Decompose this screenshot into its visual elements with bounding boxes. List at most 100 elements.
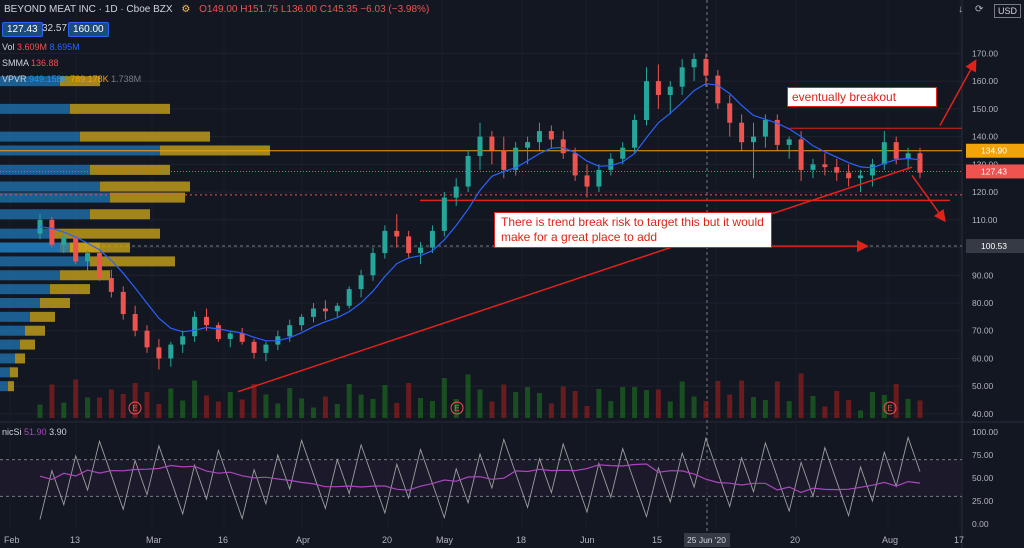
candle-down — [798, 139, 804, 170]
volume-bar — [703, 401, 709, 418]
vpvr-bar-up — [0, 242, 70, 253]
candle-up — [263, 344, 269, 353]
candle-up — [679, 67, 685, 87]
rsi-tick-label: 25.00 — [972, 496, 994, 506]
volume-bar — [275, 403, 281, 418]
candle-down — [156, 347, 162, 359]
volume-bar — [299, 398, 305, 418]
volume-bar — [632, 387, 638, 418]
volume-bar — [715, 381, 721, 418]
volume-bar — [858, 410, 864, 418]
smma-indicator-label[interactable]: SMMA 136.88 — [2, 58, 59, 68]
candle-down — [846, 172, 852, 179]
volume-bar — [144, 392, 150, 418]
candle-down — [120, 291, 126, 315]
candle-up — [691, 58, 697, 68]
candle-up — [180, 336, 186, 345]
earnings-marker-label: E — [132, 404, 137, 413]
volume-bar — [869, 392, 875, 418]
vpvr-bar-down — [60, 270, 110, 281]
volume-bar — [49, 384, 55, 418]
vpvr-bar-down — [90, 256, 175, 267]
candle-up — [299, 316, 305, 326]
vpvr-bar-down — [25, 325, 45, 336]
crosshair-date-label: 25 Jun '20 — [687, 535, 726, 545]
vpvr-bar-up — [0, 381, 8, 392]
candle-up — [513, 147, 519, 170]
price-tick-label: 170.00 — [972, 48, 998, 58]
time-axis[interactable]: Feb13Mar16Apr20May18Jun15Jul20Aug1725 Ju… — [4, 533, 964, 547]
smma-line — [39, 82, 921, 342]
candle-down — [394, 230, 400, 237]
arrow-down-icon[interactable]: ↓ — [958, 4, 963, 15]
earnings-marker — [128, 401, 142, 415]
price-axis[interactable]: 170.00 160.00 150.00 140.00 130.00 120.00 110.… — [966, 48, 1024, 529]
time-tick-label: May — [436, 535, 454, 545]
volume-bar — [441, 378, 447, 418]
candle-up — [858, 175, 864, 179]
vpvr-bar-down — [50, 284, 90, 295]
volume-bar — [96, 397, 102, 418]
candle-up — [881, 142, 887, 165]
stoch-line — [39, 435, 921, 521]
uptrend-line — [237, 166, 913, 393]
candle-up — [453, 186, 459, 198]
candle-up — [465, 156, 471, 187]
volume-bar — [358, 394, 364, 418]
volume-bar — [560, 386, 566, 418]
vpvr-bar-down — [8, 381, 14, 392]
candle-down — [96, 253, 102, 279]
trendlines — [237, 59, 977, 393]
candle-down — [49, 219, 55, 245]
refresh-icon[interactable]: ⟳ — [975, 4, 984, 15]
moving-average-line — [39, 82, 921, 342]
time-tick-label: 20 — [382, 535, 392, 545]
symbol-header[interactable]: BEYOND MEAT INC · 1D · Cboe BZX ⚙ O149.0… — [4, 4, 429, 15]
rsi-tick-label: 100.00 — [972, 427, 998, 437]
vpvr-bar-up — [0, 76, 60, 87]
ask-price-box[interactable]: 160.00 — [68, 22, 109, 37]
candle-down — [203, 316, 209, 326]
price-tick-label: 160.00 — [972, 76, 998, 86]
volume-bar — [691, 396, 697, 418]
volume-bar — [227, 392, 233, 418]
candle-down — [548, 131, 554, 140]
volume-bar — [548, 403, 554, 418]
volume-bar — [453, 399, 459, 418]
vpvr-bar-up — [0, 209, 90, 220]
annotation-trend-break[interactable]: There is trend break risk to target this… — [494, 212, 772, 248]
candle-up — [762, 119, 768, 137]
candle-up — [441, 197, 447, 231]
vpvr-bar-up — [0, 228, 50, 239]
currency-label[interactable]: USD — [994, 4, 1022, 18]
symbol-title[interactable]: BEYOND MEAT INC · 1D · Cboe BZX — [4, 4, 173, 15]
vpvr-bar-up — [0, 164, 90, 175]
vpvr-indicator-label[interactable]: VPVR 949.158K 789.178K 1.738M — [2, 74, 142, 84]
volume-bar — [168, 388, 174, 418]
candle-up — [382, 230, 388, 254]
vpvr-bar-down — [90, 164, 170, 175]
price-tick-label: 60.00 — [972, 353, 994, 363]
vol-indicator-label[interactable]: Vol 3.609M 8.695M — [2, 42, 80, 52]
annotation-breakout[interactable]: eventually breakout — [787, 87, 937, 107]
candle-down — [501, 150, 507, 170]
rsi-line — [39, 463, 921, 494]
rsi-tick-label: 75.00 — [972, 450, 994, 460]
vpvr-bar-up — [0, 339, 20, 350]
candle-down — [893, 142, 899, 159]
bid-price-box[interactable]: 127.43 — [2, 22, 43, 37]
arrow-up — [939, 59, 977, 126]
rsi-indicator-label[interactable]: nicSi 51.90 3.90 — [2, 427, 67, 437]
settings-gear-icon[interactable]: ⚙ — [181, 4, 191, 15]
vpvr-bar-down — [100, 181, 190, 192]
volume-bar — [655, 389, 661, 418]
vpvr-bar-down — [10, 367, 18, 378]
volume-bar — [322, 396, 328, 418]
volume-bar — [180, 400, 186, 418]
vpvr-bar-down — [110, 192, 185, 203]
crosshair-price-box — [966, 239, 1024, 254]
vpvr-bar-up — [0, 192, 110, 203]
crosshair-price-label: 100.53 — [981, 241, 1007, 251]
candle-up — [311, 308, 317, 317]
